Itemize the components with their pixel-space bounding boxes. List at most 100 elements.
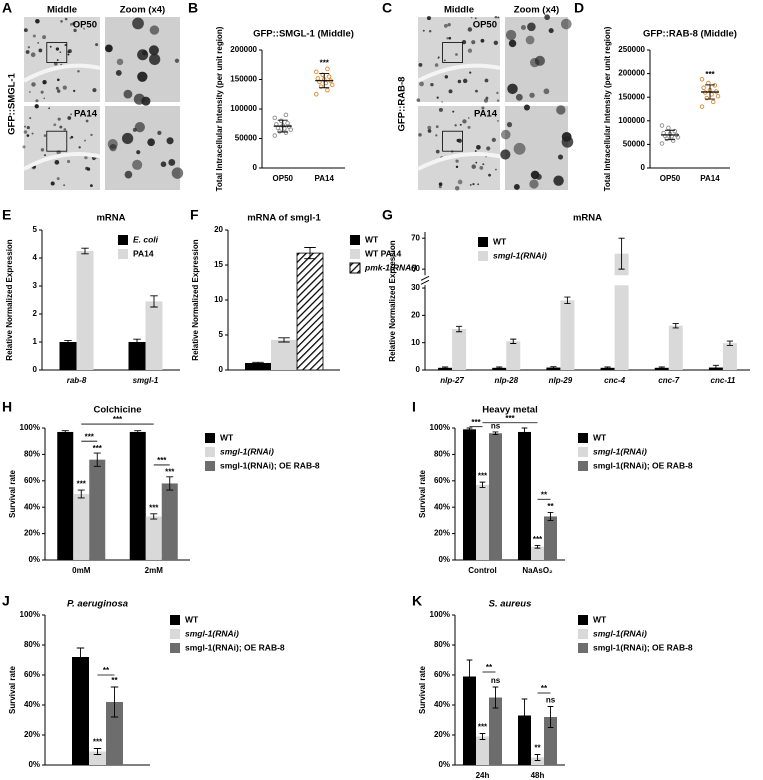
y-tick-label: 200000 bbox=[618, 69, 645, 78]
legend-swatch bbox=[478, 251, 488, 261]
granule bbox=[422, 29, 425, 32]
error-bar bbox=[134, 430, 142, 434]
legend-swatch bbox=[350, 249, 360, 259]
legend-label: pmk-1(RNAi) bbox=[364, 262, 417, 272]
bar bbox=[59, 342, 77, 370]
x-tick-label: 0mM bbox=[72, 566, 91, 575]
x-tick-label: nlp-28 bbox=[494, 376, 518, 385]
data-point bbox=[285, 120, 290, 126]
granule bbox=[488, 173, 491, 177]
granule bbox=[454, 185, 460, 191]
break-gap bbox=[613, 275, 630, 286]
granule bbox=[148, 45, 159, 56]
data-point bbox=[272, 133, 278, 138]
y-tick-label: 0 bbox=[641, 163, 646, 172]
y-tick-label: 100000 bbox=[618, 116, 645, 125]
legend-swatch bbox=[170, 629, 180, 639]
granule bbox=[84, 155, 88, 160]
bar bbox=[463, 429, 476, 560]
granule bbox=[56, 78, 60, 82]
bar bbox=[89, 459, 106, 560]
granule bbox=[37, 41, 40, 44]
legend-label: smgl-1(RNAi) bbox=[493, 250, 547, 260]
legend-swatch bbox=[170, 615, 180, 625]
granule bbox=[529, 179, 539, 189]
chart-title: GFP::RAB-8 (Middle) bbox=[643, 29, 737, 40]
granule bbox=[418, 62, 423, 67]
y-tick-label: 15 bbox=[214, 260, 223, 269]
legend-swatch bbox=[205, 447, 215, 457]
granule bbox=[482, 163, 485, 166]
y-tick-label: 10 bbox=[411, 338, 420, 347]
y-tick-label: 60 bbox=[411, 264, 420, 273]
y-axis-label: Survival rate bbox=[418, 665, 427, 714]
y-axis-label: Survival rate bbox=[8, 469, 17, 518]
bar bbox=[476, 736, 489, 765]
bar bbox=[489, 433, 502, 560]
granule bbox=[496, 91, 499, 95]
granule bbox=[43, 97, 46, 100]
x-tick-label: cnc-7 bbox=[658, 376, 679, 385]
panel-label: K bbox=[412, 593, 422, 609]
legend-swatch bbox=[118, 235, 128, 245]
granule bbox=[556, 105, 566, 115]
bar bbox=[129, 431, 146, 560]
granule bbox=[62, 85, 67, 90]
y-axis-label: Survival rate bbox=[8, 665, 17, 714]
bar bbox=[476, 484, 489, 560]
y-tick-label: 0 bbox=[416, 365, 421, 374]
bar bbox=[531, 546, 544, 560]
row-label: PA14 bbox=[474, 109, 498, 120]
granule bbox=[89, 184, 93, 188]
granule bbox=[26, 125, 30, 130]
error-bar bbox=[547, 512, 554, 521]
granule bbox=[481, 106, 485, 110]
legend-swatch bbox=[578, 629, 588, 639]
granule bbox=[419, 81, 424, 87]
granule bbox=[557, 154, 564, 160]
granule bbox=[470, 16, 473, 19]
error-bar bbox=[604, 366, 611, 370]
granule bbox=[40, 90, 44, 94]
granule bbox=[513, 183, 520, 190]
y-tick-label: 60% bbox=[434, 476, 450, 485]
granule bbox=[115, 69, 122, 76]
granule bbox=[26, 134, 30, 137]
granule bbox=[116, 58, 124, 66]
column-label: Middle bbox=[444, 5, 474, 16]
x-tick-label: OP50 bbox=[273, 174, 294, 183]
chart-title: Colchicine bbox=[93, 405, 141, 416]
legend-swatch bbox=[578, 643, 588, 653]
significance: ** bbox=[103, 666, 110, 675]
granule bbox=[59, 51, 62, 54]
row-label: PA14 bbox=[74, 109, 98, 120]
granule bbox=[467, 27, 473, 32]
granule bbox=[86, 167, 91, 171]
legend-label: WT bbox=[220, 432, 234, 442]
chart-title: mRNA bbox=[573, 213, 602, 224]
axis-break bbox=[420, 279, 430, 285]
granule bbox=[31, 132, 34, 135]
bar bbox=[73, 494, 90, 560]
granule bbox=[505, 29, 517, 41]
y-tick-label: 70 bbox=[411, 233, 420, 242]
error-bar bbox=[93, 452, 101, 467]
chart-title: mRNA of smgl-1 bbox=[247, 213, 321, 224]
image-y-label: GFP::RAB-8 bbox=[397, 77, 408, 132]
data-point bbox=[699, 104, 705, 109]
granule bbox=[72, 21, 76, 26]
granule bbox=[471, 164, 477, 169]
granule bbox=[70, 113, 73, 116]
granule bbox=[23, 28, 28, 33]
y-tick-label: 100% bbox=[20, 610, 40, 619]
y-tick-label: 20% bbox=[24, 730, 40, 739]
y-tick-label: 100% bbox=[430, 610, 450, 619]
legend-label: WT bbox=[593, 432, 607, 442]
y-tick-label: 0% bbox=[28, 760, 40, 769]
row-label: OP50 bbox=[73, 20, 97, 31]
bar bbox=[560, 300, 575, 370]
granule bbox=[448, 89, 453, 94]
error-bar bbox=[618, 237, 625, 270]
x-tick-label: smgl-1 bbox=[133, 376, 159, 385]
granule bbox=[149, 53, 161, 66]
